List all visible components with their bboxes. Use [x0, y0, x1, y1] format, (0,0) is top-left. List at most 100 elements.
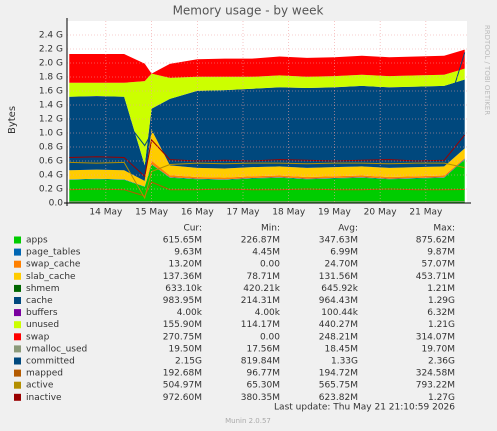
legend-stat: 78.71M: [246, 272, 280, 282]
legend-stat: 24.70M: [324, 260, 358, 270]
x-tick-label: 17 May: [227, 208, 261, 218]
legend-label: active: [26, 381, 54, 391]
legend-label: page_tables: [26, 248, 81, 258]
legend-label: apps: [26, 236, 48, 246]
y-tick-label: 0.8 G: [39, 143, 63, 153]
legend-stat: 1.27G: [428, 393, 455, 403]
legend-swatch: [14, 260, 21, 268]
legend-stat: 440.27M: [319, 320, 358, 330]
legend-stat: 983.95M: [163, 296, 202, 306]
y-tick-label: 2.4 G: [39, 31, 63, 41]
legend-swatch: [14, 236, 21, 244]
stat-header: Avg:: [338, 224, 358, 234]
legend-label: cache: [26, 296, 53, 306]
x-tick-label: 20 May: [364, 208, 398, 218]
legend-stat: 819.84M: [241, 357, 280, 367]
stat-header: Max:: [433, 224, 455, 234]
y-tick-label: 2.0 G: [39, 59, 63, 69]
legend-stat: 19.70M: [421, 344, 455, 354]
legend-stat: 793.22M: [416, 381, 455, 391]
legend-stat: 226.87M: [241, 236, 280, 246]
y-tick-label: 0.4 G: [39, 171, 63, 181]
legend-stat: 314.07M: [416, 332, 455, 342]
legend-swatch: [14, 309, 21, 317]
legend-stat: 972.60M: [163, 393, 202, 403]
legend-stat: 615.65M: [163, 236, 202, 246]
legend-stat: 453.71M: [416, 272, 455, 282]
legend-stat: 17.56M: [246, 344, 280, 354]
legend-label: swap_cache: [26, 260, 81, 270]
legend-stat: 0.00: [260, 260, 280, 270]
legend-stat: 2.15G: [175, 357, 202, 367]
x-tick-label: 19 May: [318, 208, 352, 218]
legend-stat: 137.36M: [163, 272, 202, 282]
stack-area: [69, 68, 465, 166]
legend-swatch: [14, 381, 21, 389]
legend-swatch: [14, 284, 21, 292]
stack-area: [69, 49, 465, 83]
x-tick-label: 18 May: [272, 208, 306, 218]
footer: Last update: Thu May 21 21:10:59 2026: [274, 403, 455, 413]
legend-stat: 4.00k: [255, 308, 281, 318]
legend-swatch: [14, 321, 21, 329]
series-line: [69, 52, 466, 147]
legend-stat: 504.97M: [163, 381, 202, 391]
legend-stat: 6.32M: [427, 308, 455, 318]
legend-label: inactive: [26, 393, 62, 403]
stack-area: [69, 129, 465, 187]
legend-stat: 565.75M: [319, 381, 358, 391]
legend-stat: 0.00: [260, 332, 280, 342]
legend-stat: 248.21M: [319, 332, 358, 342]
legend-swatch: [14, 345, 21, 353]
series-line: [69, 134, 466, 178]
stack-area: [69, 159, 465, 203]
legend-stat: 270.75M: [163, 332, 202, 342]
y-tick-label: 1.6 G: [39, 87, 63, 97]
version: Munin 2.0.57: [225, 417, 271, 425]
y-tick-label: 0.6 G: [39, 157, 63, 167]
stat-header: Cur:: [183, 224, 202, 234]
legend-stat: 57.07M: [421, 260, 455, 270]
legend-swatch: [14, 297, 21, 304]
legend-stat: 9.87M: [427, 248, 455, 258]
legend-swatch: [14, 369, 21, 377]
legend-label: slab_cache: [26, 272, 76, 282]
legend-stat: 155.90M: [163, 320, 202, 330]
x-tick-label: 16 May: [181, 208, 215, 218]
legend-stat: 13.20M: [168, 260, 202, 270]
x-tick-label: 14 May: [89, 208, 123, 218]
legend-stat: 875.62M: [416, 236, 455, 246]
legend-label: shmem: [26, 284, 59, 294]
legend-stat: 2.36G: [428, 357, 455, 367]
y-tick-label: 1.0 G: [39, 129, 63, 139]
side-text: RRDTOOL / TOBI OETIKER: [483, 25, 491, 115]
series-line: [69, 161, 465, 200]
legend-stat: 1.33G: [331, 357, 358, 367]
legend-stat: 114.17M: [241, 320, 280, 330]
legend-stat: 1.29G: [428, 296, 455, 306]
legend-stat: 380.35M: [241, 393, 280, 403]
legend-swatch: [14, 248, 21, 256]
legend-label: mapped: [26, 369, 63, 379]
legend-stat: 1.21M: [427, 284, 455, 294]
y-tick-label: 2.2 G: [39, 45, 63, 55]
legend-stat: 194.72M: [319, 369, 358, 379]
legend-stat: 964.43M: [319, 296, 358, 306]
stat-header: Min:: [261, 224, 280, 234]
legend-stat: 192.68M: [163, 369, 202, 379]
x-tick-label: 15 May: [135, 208, 169, 218]
legend-stat: 623.82M: [319, 393, 358, 403]
legend-swatch: [14, 393, 21, 401]
legend-stat: 347.63M: [319, 236, 358, 246]
legend-stat: 65.30M: [246, 381, 280, 391]
y-tick-label: 1.4 G: [39, 101, 63, 111]
legend-stat: 131.56M: [319, 272, 358, 282]
legend-swatch: [14, 357, 21, 365]
legend-label: vmalloc_used: [26, 344, 87, 354]
y-tick-label: 0.2 G: [39, 185, 63, 195]
legend-label: unused: [26, 320, 59, 330]
legend-stat: 324.58M: [416, 369, 455, 379]
legend-label: buffers: [26, 308, 58, 318]
legend-swatch: [14, 272, 21, 280]
legend-swatch: [14, 333, 21, 341]
